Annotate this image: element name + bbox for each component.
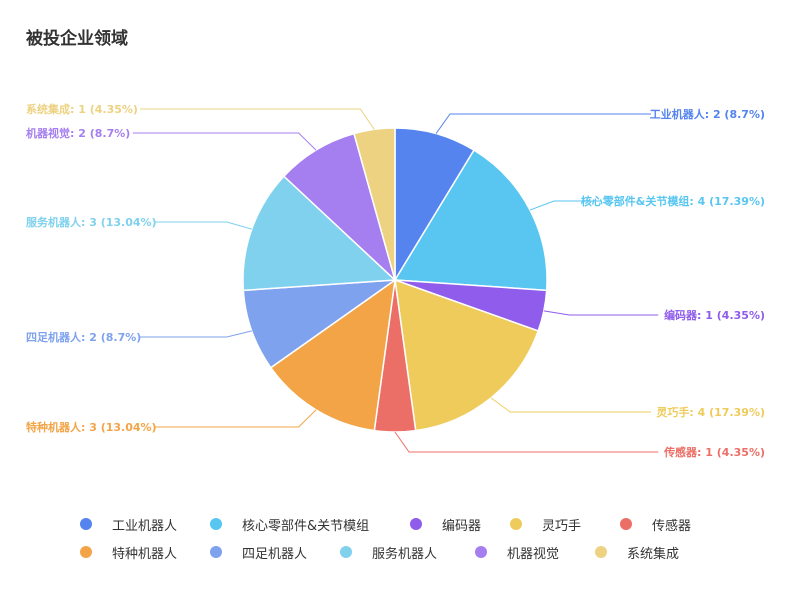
legend-marker	[620, 518, 632, 530]
pie-slice[interactable]	[242, 279, 398, 369]
label-leader-line	[490, 397, 651, 413]
label-leader-line	[132, 132, 317, 151]
legend-item[interactable]: 特种机器人	[80, 543, 210, 562]
legend-item[interactable]: 编码器	[410, 515, 510, 534]
slice-label: 系统集成: 1 (4.35%)	[26, 102, 138, 116]
legend-label: 四足机器人	[242, 546, 308, 562]
pie-slice[interactable]	[394, 127, 476, 283]
legend-label: 核心零部件&关节模组	[242, 518, 370, 534]
legend-marker	[510, 518, 522, 530]
legend-item[interactable]: 系统集成	[595, 543, 715, 562]
legend-marker	[210, 546, 222, 558]
legend-marker	[80, 546, 92, 558]
slice-label: 工业机器人: 2 (8.7%)	[650, 107, 765, 121]
legend-marker	[410, 518, 422, 530]
pie-slice[interactable]	[242, 175, 397, 292]
legend-row-2: 特种机器人 四足机器人 服务机器人 机器视觉 系统集成	[80, 538, 760, 566]
pie-slice[interactable]	[269, 278, 396, 432]
slice-label: 机器视觉: 2 (8.7%)	[26, 126, 130, 140]
legend-label: 系统集成	[627, 546, 680, 562]
legend-label: 灵巧手	[542, 518, 582, 534]
legend-item[interactable]: 四足机器人	[210, 543, 340, 562]
label-leader-line	[140, 108, 375, 130]
legend-label: 工业机器人	[112, 518, 178, 534]
chart-title: 被投企业领域	[26, 29, 128, 49]
pie-slice[interactable]	[353, 127, 396, 281]
slice-label: 服务机器人: 3 (13.04%)	[26, 215, 157, 229]
slice-label: 特种机器人: 3 (13.04%)	[26, 420, 157, 434]
label-leader-line	[394, 431, 659, 453]
legend-label: 编码器	[442, 518, 482, 534]
label-leader-line	[543, 310, 659, 316]
label-leader-line	[140, 330, 252, 338]
legend-item[interactable]: 灵巧手	[510, 515, 620, 534]
label-leader-line	[154, 221, 252, 230]
pie-slice[interactable]	[394, 278, 540, 432]
legend-row-1: 工业机器人 核心零部件&关节模组 编码器 灵巧手 传感器	[80, 510, 760, 538]
legend-marker	[210, 518, 222, 530]
legend-item[interactable]: 服务机器人	[340, 543, 475, 562]
legend-item[interactable]: 核心零部件&关节模组	[210, 515, 410, 534]
slice-label: 传感器: 1 (4.35%)	[663, 445, 765, 459]
legend-item[interactable]: 传感器	[620, 515, 740, 534]
legend-marker	[340, 546, 352, 558]
legend-item[interactable]: 工业机器人	[80, 515, 210, 534]
chart-legend: 工业机器人 核心零部件&关节模组 编码器 灵巧手 传感器 特种机器人 四足机器人	[80, 510, 760, 566]
legend-label: 服务机器人	[372, 546, 438, 562]
label-leader-line	[154, 409, 317, 428]
slice-label: 灵巧手: 4 (17.39%)	[656, 405, 765, 419]
legend-label: 特种机器人	[112, 546, 178, 562]
slice-label: 核心零部件&关节模组: 4 (17.39%)	[581, 194, 765, 208]
label-leader-line	[529, 200, 601, 211]
legend-label: 传感器	[652, 518, 692, 534]
pie-slice[interactable]	[393, 149, 548, 292]
legend-marker	[80, 518, 92, 530]
slice-label: 四足机器人: 2 (8.7%)	[26, 330, 141, 344]
legend-marker	[595, 546, 607, 558]
legend-marker	[475, 546, 487, 558]
legend-label: 机器视觉	[507, 546, 560, 562]
slice-label: 编码器: 1 (4.35%)	[664, 308, 765, 322]
label-leader-line	[435, 113, 651, 134]
legend-item[interactable]: 机器视觉	[475, 543, 595, 562]
pie-slice[interactable]	[282, 132, 397, 283]
